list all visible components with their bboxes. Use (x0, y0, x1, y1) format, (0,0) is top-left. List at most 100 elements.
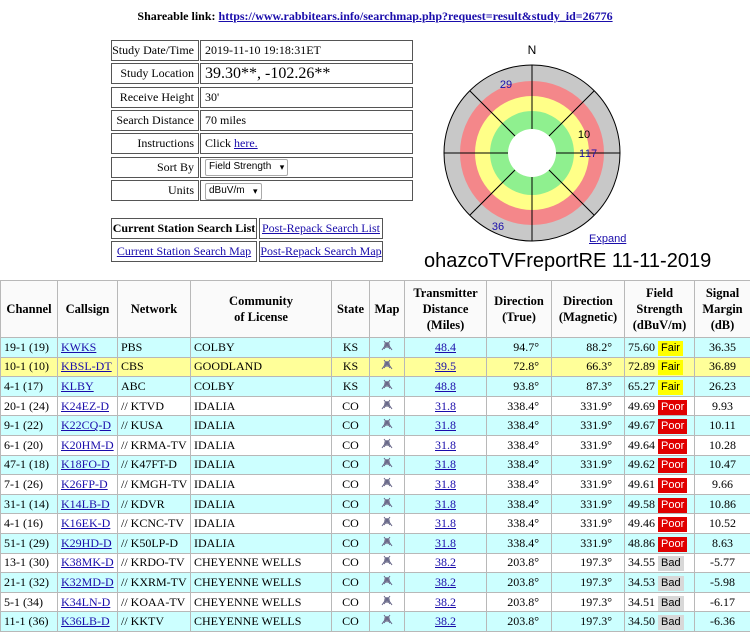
current-list-button[interactable]: Current Station Search List (111, 218, 257, 239)
share-link[interactable]: https://www.rabbitears.info/searchmap.ph… (218, 9, 613, 23)
cell: // KRMA-TV (117, 434, 191, 456)
post-repack-map-link[interactable]: Post-Repack Search Map (260, 244, 382, 258)
value-text: 2019-11-10 19:18:31ET (205, 43, 321, 57)
station-marker[interactable]: 17 (585, 148, 597, 160)
distance-link[interactable]: 48.8 (435, 378, 456, 393)
cell: K22CQ-D (57, 415, 118, 436)
station-marker[interactable]: 36 (492, 221, 504, 233)
map-icon[interactable] (381, 536, 393, 547)
cell: 203.8° (486, 572, 552, 593)
community: IDALIA (194, 476, 236, 491)
distance-link[interactable]: 31.8 (435, 496, 456, 511)
dropdown[interactable]: Field Strength (205, 159, 289, 177)
cell: 31.8 (404, 474, 487, 495)
field-strength: 34.51 (628, 594, 655, 609)
distance-link[interactable]: 31.8 (435, 437, 456, 452)
callsign-link[interactable]: K22CQ-D (61, 418, 111, 433)
cell: 38.2 (404, 611, 487, 632)
current-map-link[interactable]: Current Station Search Map (116, 244, 252, 258)
callsign-link[interactable]: K20HM-D (61, 437, 114, 452)
column-header: Map (369, 280, 405, 338)
callsign-link[interactable]: K16EK-D (61, 516, 111, 531)
callsign-link[interactable]: KWKS (61, 339, 97, 354)
callsign-link[interactable]: K14LB-D (61, 496, 110, 511)
state: CO (342, 476, 359, 491)
dropdown[interactable]: dBuV/m (205, 182, 262, 200)
cell: 31.8 (404, 395, 487, 417)
community: CHEYENNE WELLS (194, 574, 302, 589)
map-icon[interactable] (381, 418, 393, 429)
direction-true: 338.4° (507, 457, 539, 472)
network: // KRMA-TV (121, 437, 187, 452)
station-marker[interactable]: 10 (578, 129, 590, 141)
map-icon[interactable] (381, 379, 393, 390)
share-label: Shareable link: (137, 9, 216, 23)
state: CO (342, 457, 359, 472)
distance-link[interactable]: 31.8 (435, 418, 456, 433)
map-icon[interactable] (381, 595, 393, 606)
callsign-link[interactable]: K34LN-D (61, 594, 111, 609)
cell: 31.8 (404, 454, 487, 476)
cell: K38MK-D (57, 552, 118, 574)
direction-magnetic: 331.9° (580, 516, 612, 531)
station-marker[interactable]: 29 (500, 79, 512, 91)
map-icon[interactable] (381, 359, 393, 370)
direction-magnetic: 197.3° (580, 594, 612, 609)
map-icon[interactable] (381, 477, 393, 488)
direction-true: 94.7° (513, 339, 539, 354)
callsign-link[interactable]: K18FO-D (61, 457, 110, 472)
map-icon[interactable] (381, 516, 393, 527)
cell: 338.4° (486, 474, 552, 495)
cell (369, 552, 405, 574)
map-icon[interactable] (381, 399, 393, 410)
callsign-link[interactable]: K29HD-D (61, 535, 112, 550)
header-line: Strength (636, 302, 683, 316)
signal-margin: 9.93 (712, 398, 733, 413)
current-map-button[interactable]: Current Station Search Map (111, 241, 257, 262)
callsign-link[interactable]: K32MD-D (61, 574, 114, 589)
station-marker[interactable]: 1 (579, 148, 585, 160)
distance-link[interactable]: 38.2 (435, 574, 456, 589)
post-repack-map-button[interactable]: Post-Repack Search Map (259, 241, 383, 262)
distance-link[interactable]: 31.8 (435, 535, 456, 550)
cell: CO (331, 611, 370, 632)
callsign-link[interactable]: K24EZ-D (61, 398, 109, 413)
distance-link[interactable]: 31.8 (435, 476, 456, 491)
distance-link[interactable]: 48.4 (435, 339, 456, 354)
map-icon[interactable] (381, 340, 393, 351)
form-label: Units (111, 179, 199, 201)
network: ABC (121, 378, 146, 393)
cell: 331.9° (551, 532, 625, 554)
cell: K24EZ-D (57, 395, 118, 417)
distance-link[interactable]: 31.8 (435, 516, 456, 531)
map-icon[interactable] (381, 555, 393, 566)
distance-link[interactable]: 38.2 (435, 614, 456, 629)
rating-badge: Poor (658, 458, 688, 474)
post-repack-list-button[interactable]: Post-Repack Search List (259, 218, 383, 239)
cell: CO (331, 591, 370, 613)
map-icon[interactable] (381, 457, 393, 468)
cell: 331.9° (551, 454, 625, 476)
map-icon[interactable] (381, 497, 393, 508)
map-icon[interactable] (381, 614, 393, 625)
callsign-link[interactable]: K26FP-D (61, 476, 108, 491)
cell: 31.8 (404, 415, 487, 436)
callsign-link[interactable]: KLBY (61, 378, 94, 393)
callsign-link[interactable]: K36LB-D (61, 614, 110, 629)
cell: CO (331, 513, 370, 534)
distance-link[interactable]: 31.8 (435, 398, 456, 413)
distance-link[interactable]: 39.5 (435, 359, 456, 374)
cell (369, 415, 405, 436)
map-icon[interactable] (381, 438, 393, 449)
callsign-link[interactable]: K38MK-D (61, 555, 114, 570)
expand-link[interactable]: Expand (589, 233, 627, 245)
header-row: Channel Callsign Network Community of Licens… (0, 280, 750, 338)
cell: 338.4° (486, 454, 552, 476)
map-icon[interactable] (381, 575, 393, 586)
instructions-link[interactable]: here. (234, 136, 258, 151)
distance-link[interactable]: 38.2 (435, 594, 456, 609)
callsign-link[interactable]: KBSL-DT (61, 359, 112, 374)
post-repack-list-link[interactable]: Post-Repack Search List (262, 221, 380, 235)
distance-link[interactable]: 31.8 (435, 457, 456, 472)
distance-link[interactable]: 38.2 (435, 555, 456, 570)
